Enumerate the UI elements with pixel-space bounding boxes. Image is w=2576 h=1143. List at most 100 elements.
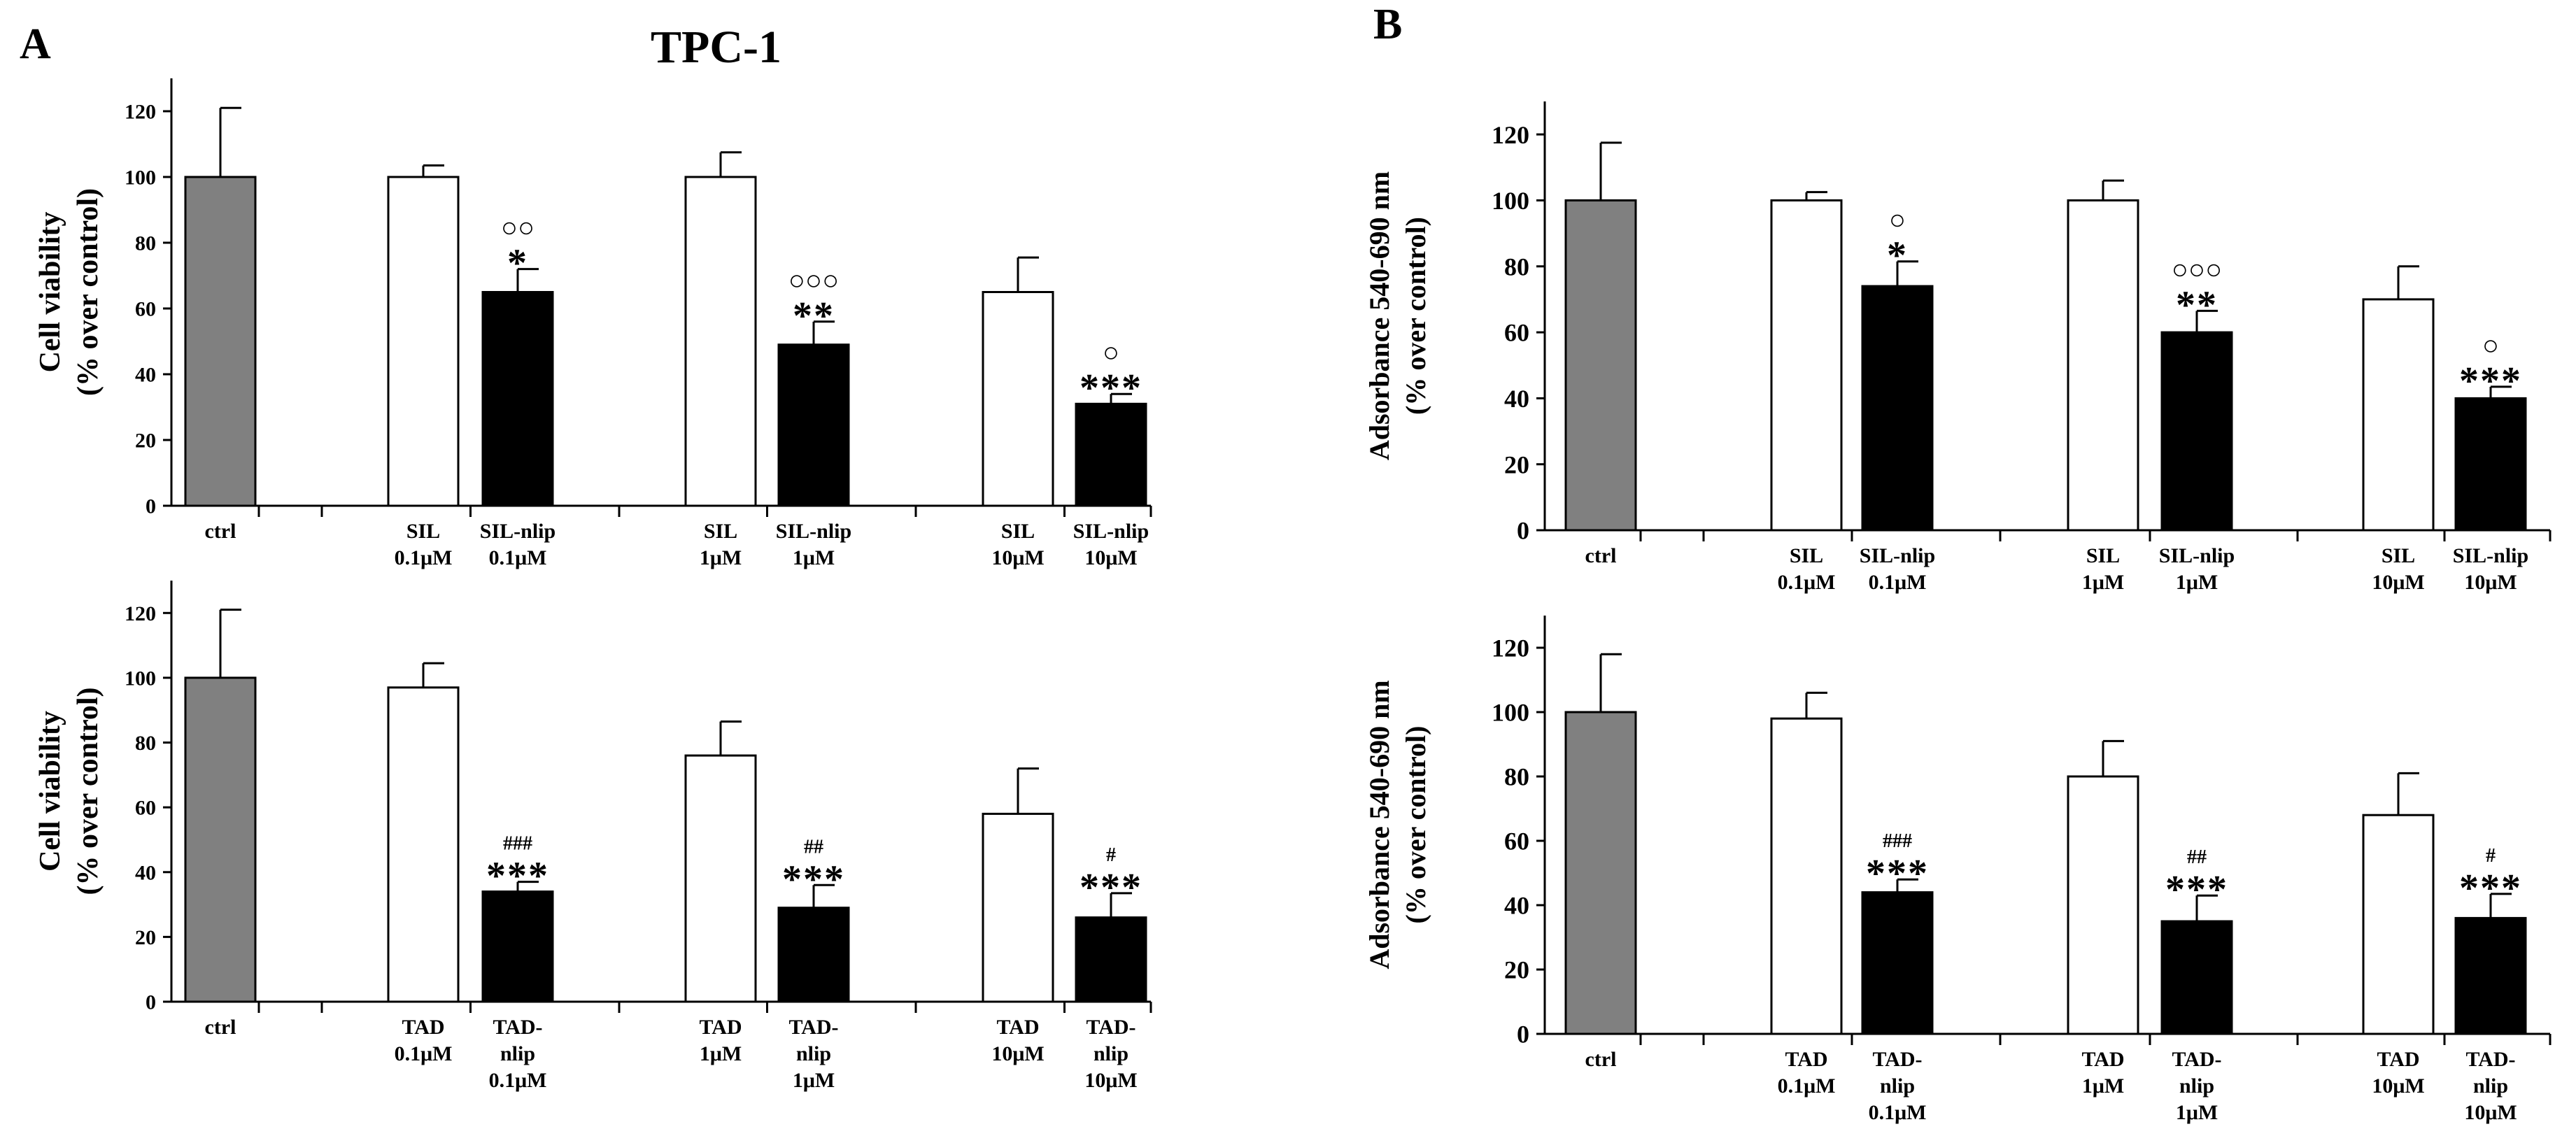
y-tick-label: 120	[1492, 634, 1529, 662]
panel-a-title: TPC-1	[651, 22, 781, 73]
significance-mark: **	[2176, 283, 2218, 327]
chart-b-top: 0 20 40 60 80 100 120 Adsorbance 540-690 nm (% o…	[1364, 101, 2552, 594]
x-tick-label: 0.1μM	[489, 1069, 547, 1092]
y-axis-label: (% over control)	[1400, 217, 1431, 415]
x-tick-label: 1μM	[793, 546, 835, 569]
x-tick-label: 10μM	[991, 1042, 1044, 1065]
chart-b-bottom: 0 20 40 60 80 100 120 Adsorbance 540-690 nm (% o…	[1364, 616, 2552, 1124]
x-tick-label: SIL-nlip	[776, 520, 851, 543]
y-tick-label: 20	[135, 926, 156, 949]
x-tick-label: nlip	[500, 1042, 535, 1065]
significance-mark: *	[1887, 234, 1908, 278]
x-tick-label: 0.1μM	[489, 546, 547, 569]
x-tick-label: TAD-	[1872, 1048, 1922, 1071]
x-tick-label: SIL	[704, 520, 737, 543]
significance-mark: ##	[804, 836, 823, 858]
x-tick-label: 1μM	[700, 1042, 742, 1065]
panel-letter-b: B	[1373, 1, 1403, 48]
y-tick-label: 20	[1504, 956, 1529, 984]
chart-a-bottom: 0 20 40 60 80 100 120 Cell viability (% over con…	[34, 581, 1152, 1092]
bar	[1564, 711, 1637, 1035]
bar	[1564, 199, 1637, 532]
y-tick-label: 60	[1504, 828, 1529, 856]
significance-mark: ***	[1080, 866, 1142, 909]
bar	[2454, 916, 2527, 1035]
significance-mark: ###	[1883, 830, 1912, 852]
significance-mark: **	[793, 294, 835, 338]
y-axis-label: Cell viability	[34, 711, 66, 872]
y-tick-label: 80	[1504, 763, 1529, 791]
x-tick-label: SIL	[2382, 544, 2415, 567]
x-tick-label: TAD-	[1086, 1016, 1135, 1039]
y-axis-label: (% over control)	[72, 188, 104, 396]
significance-mark: ○○○	[788, 264, 839, 296]
x-tick-label: nlip	[2473, 1074, 2508, 1098]
y-tick-label: 80	[135, 732, 156, 755]
x-tick-label: 10μM	[1084, 1069, 1137, 1092]
y-tick-label: 0	[146, 991, 156, 1014]
significance-mark: ***	[1080, 367, 1142, 410]
bar	[982, 812, 1054, 1003]
x-tick-label: 1μM	[2082, 571, 2124, 594]
x-tick-label: SIL-nlip	[1860, 544, 1935, 567]
y-tick-label: 0	[1517, 1021, 1529, 1049]
x-tick-label: 1μM	[2176, 1101, 2218, 1124]
bar	[387, 686, 460, 1003]
y-axis-label: (% over control)	[72, 687, 104, 895]
y-tick-label: 20	[1504, 450, 1529, 478]
y-axis-label: (% over control)	[1400, 726, 1431, 924]
bar	[1861, 285, 1934, 532]
x-tick-label: 0.1μM	[1778, 571, 1836, 594]
x-tick-label: ctrl	[1585, 1048, 1617, 1071]
y-tick-label: 120	[125, 602, 156, 625]
y-tick-label: 100	[125, 166, 156, 190]
bar	[684, 176, 757, 507]
significance-mark: #	[1106, 844, 1116, 866]
significance-mark: ***	[1866, 852, 1929, 895]
significance-mark: ○	[1889, 204, 1906, 236]
bar	[777, 343, 850, 507]
x-tick-label: SIL-nlip	[1073, 520, 1149, 543]
bar	[481, 291, 554, 507]
y-tick-label: 40	[135, 861, 156, 884]
significance-mark: ***	[782, 858, 845, 901]
x-tick-label: TAD-	[2172, 1048, 2221, 1071]
bar	[2160, 920, 2233, 1035]
y-axis-label: Adsorbance 540-690 nm	[1364, 680, 1395, 969]
bar	[481, 890, 554, 1003]
x-tick-label: nlip	[1880, 1074, 1915, 1098]
y-tick-label: 100	[125, 667, 156, 690]
y-tick-label: 80	[1504, 253, 1529, 281]
x-tick-label: SIL-nlip	[2159, 544, 2235, 567]
bar	[2160, 331, 2233, 532]
significance-mark: *	[507, 242, 528, 285]
x-tick-label: nlip	[1094, 1042, 1128, 1065]
significance-mark: ###	[503, 833, 532, 855]
bar	[2067, 199, 2139, 532]
bar	[2362, 814, 2435, 1035]
bar	[2362, 298, 2435, 532]
x-tick-label: TAD	[699, 1016, 742, 1039]
x-tick-label: 10μM	[2372, 571, 2424, 594]
x-tick-label: 10μM	[1084, 546, 1137, 569]
chart-a-top: 0 20 40 60 80 100 120 Cell viability (% over con…	[34, 78, 1152, 569]
y-tick-label: 40	[135, 364, 156, 387]
y-tick-label: 60	[1504, 319, 1529, 347]
bar	[1861, 891, 1934, 1035]
x-tick-label: 10μM	[991, 546, 1044, 569]
x-tick-label: 10μM	[2372, 1074, 2424, 1098]
bar	[387, 176, 460, 507]
x-tick-label: 1μM	[2082, 1074, 2124, 1098]
panel-letter-a: A	[20, 20, 51, 68]
significance-mark: ##	[2187, 846, 2207, 868]
x-tick-label: ctrl	[1585, 544, 1617, 567]
x-tick-label: SIL-nlip	[2453, 544, 2528, 567]
x-tick-label: 1μM	[793, 1069, 835, 1092]
y-tick-label: 80	[135, 232, 156, 255]
x-tick-label: TAD	[2081, 1048, 2124, 1071]
y-tick-label: 60	[135, 797, 156, 820]
x-tick-label: 0.1μM	[395, 546, 453, 569]
y-tick-label: 40	[1504, 892, 1529, 920]
x-tick-label: 10μM	[2464, 571, 2517, 594]
x-tick-label: 0.1μM	[395, 1042, 453, 1065]
